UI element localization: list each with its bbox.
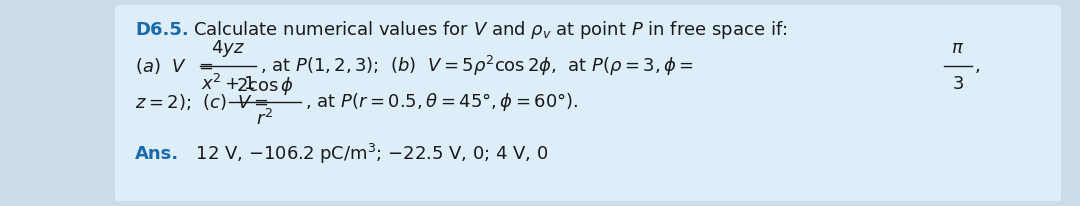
Text: 12 V, $-$106.2 pC/m$^3$; $-$22.5 V, 0; 4 V, 0: 12 V, $-$106.2 pC/m$^3$; $-$22.5 V, 0; 4… <box>190 142 549 166</box>
Text: $z = 2)$;  $(c)$  $V =$: $z = 2)$; $(c)$ $V =$ <box>135 92 269 112</box>
Text: $2\cos\phi$: $2\cos\phi$ <box>237 75 294 97</box>
Text: , at $P(r = 0.5, \theta = 45°, \phi = 60°).$: , at $P(r = 0.5, \theta = 45°, \phi = 60… <box>305 91 579 113</box>
FancyBboxPatch shape <box>114 5 1061 201</box>
Text: ,: , <box>975 57 981 75</box>
Text: D6.5.: D6.5. <box>135 21 189 39</box>
Text: $x^2+1$: $x^2+1$ <box>201 74 255 94</box>
Text: Calculate numerical values for $V$ and $\rho_v$ at point $P$ in free space if:: Calculate numerical values for $V$ and $… <box>193 19 787 41</box>
Text: $3$: $3$ <box>951 75 964 93</box>
Text: Ans.: Ans. <box>135 145 179 163</box>
Text: , at $P(1, 2, 3)$;  $(b)$  $V = 5\rho^2\cos 2\phi$,  at $P(\rho = 3, \phi =$: , at $P(1, 2, 3)$; $(b)$ $V = 5\rho^2\co… <box>260 54 694 78</box>
Text: $\pi$: $\pi$ <box>951 39 964 57</box>
Text: $(a)$  $V$  $=$: $(a)$ $V$ $=$ <box>135 56 214 76</box>
Text: $r^2$: $r^2$ <box>256 109 273 129</box>
Text: $4yz$: $4yz$ <box>211 37 245 59</box>
